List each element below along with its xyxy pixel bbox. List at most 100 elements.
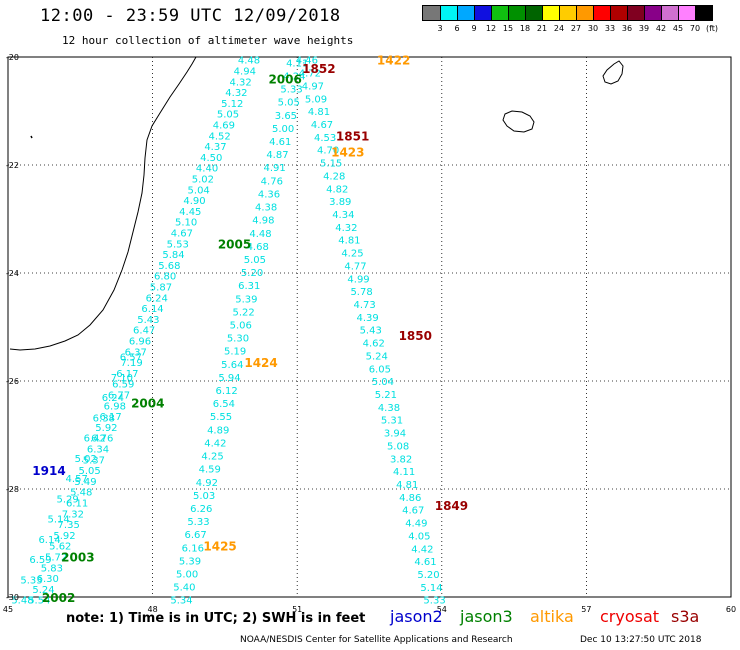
- satellite-jason3: jason3: [460, 607, 513, 626]
- swh-value: 5.04: [372, 377, 394, 388]
- swh-value: 4.59: [199, 465, 221, 476]
- swh-value: 6.42: [84, 434, 106, 445]
- swh-value: 5.00: [176, 569, 198, 580]
- swh-value: 6.26: [190, 504, 212, 515]
- pass-time-altika: 1422: [377, 54, 410, 68]
- swh-value: 4.49: [405, 519, 427, 530]
- swh-value: 4.32: [335, 223, 357, 234]
- swh-value: 4.25: [201, 452, 223, 463]
- swh-value: 6.34: [87, 445, 109, 456]
- swh-value: 5.09: [305, 94, 327, 105]
- swh-value: 5.83: [41, 563, 63, 574]
- scale-swatch: [678, 6, 695, 20]
- lat-tick-label: -24: [6, 269, 19, 278]
- swh-value: 5.12: [221, 99, 243, 110]
- swh-value: 5.24: [32, 585, 54, 596]
- scale-label: 12: [485, 24, 497, 33]
- swh-value: 7.10: [111, 373, 133, 384]
- swh-value: 4.11: [393, 467, 415, 478]
- scale-label: 18: [519, 24, 531, 33]
- scale-swatch: [508, 6, 525, 20]
- scale-swatch: [627, 6, 644, 20]
- swh-value: 4.52: [209, 131, 231, 142]
- swh-value: 4.87: [266, 150, 288, 161]
- satellite-s3a: s3a: [671, 607, 700, 626]
- swh-value: 4.73: [353, 300, 375, 311]
- pass-time-altika: 1424: [244, 356, 277, 370]
- lon-tick-label: 60: [726, 605, 736, 614]
- pass-time-jason3: 2002: [42, 591, 75, 605]
- lon-tick-label: 48: [148, 605, 158, 614]
- scale-swatch: [576, 6, 593, 20]
- footer-timestamp: Dec 10 13:27:50 UTC 2018: [580, 635, 702, 645]
- swh-value: 5.10: [175, 218, 197, 229]
- swh-value: 6.76: [91, 434, 113, 445]
- swh-value: 5.20: [417, 570, 439, 581]
- swh-value: 6.17: [116, 369, 138, 380]
- swh-value: 5.05: [79, 466, 101, 477]
- swh-value: 5.87: [150, 283, 172, 294]
- swh-value: 4.42: [204, 438, 226, 449]
- swh-value: 7.19: [120, 358, 142, 369]
- swh-value: 4.36: [258, 189, 280, 200]
- swh-value: 4.70: [317, 146, 339, 157]
- pass-time-jason3: 2003: [61, 551, 94, 565]
- swh-value: 4.67: [171, 229, 193, 240]
- swh-value: 6.98: [104, 401, 126, 412]
- swh-value: 6.11: [66, 499, 88, 510]
- swh-value: 4.48: [249, 229, 271, 240]
- scale-label: 3: [437, 24, 443, 33]
- map-frame: [7, 56, 732, 598]
- swh-value: 5.33: [187, 517, 209, 528]
- swh-value: 4.99: [347, 274, 369, 285]
- swh-value: 4.68: [247, 242, 269, 253]
- lat-tick-label: -30: [6, 593, 19, 602]
- swh-value: 4.11: [286, 58, 308, 69]
- swh-value: 5.39: [235, 294, 257, 305]
- lat-tick-label: -20: [6, 53, 19, 62]
- swh-value: 5.84: [162, 250, 184, 261]
- swh-value: 4.38: [378, 403, 400, 414]
- swh-value: 4.37: [204, 142, 226, 153]
- swh-value: 6.59: [112, 380, 134, 391]
- swh-value: 4.77: [344, 261, 366, 272]
- pass-time-altika: 1423: [331, 146, 364, 160]
- swh-value: 4.97: [302, 81, 324, 92]
- swh-value: 5.40: [173, 583, 195, 594]
- swh-value: 5.43: [137, 315, 159, 326]
- scale-label: 6: [454, 24, 460, 33]
- swh-value: 5.39: [179, 556, 201, 567]
- swh-value: 6.17: [99, 412, 121, 423]
- scale-swatch: [610, 6, 627, 20]
- scale-swatch: [474, 6, 491, 20]
- lat-tick-label: -28: [6, 485, 19, 494]
- swh-value: 5.43: [360, 326, 382, 337]
- swh-value: 4.81: [338, 236, 360, 247]
- scale-swatch: [559, 6, 576, 20]
- scale-swatch: [457, 6, 474, 20]
- swh-value: 5.08: [387, 441, 409, 452]
- scale-label: 42: [655, 24, 667, 33]
- swh-value: 4.81: [308, 107, 330, 118]
- altimeter-tracks: 6.57 7.10 6.24 6.38 6.42 5.02 4.57 5.29 5.14 6.14…: [11, 56, 445, 607]
- color-scale-bar: [422, 5, 713, 21]
- scale-label: 21: [536, 24, 548, 33]
- swh-value: 4.39: [357, 313, 379, 324]
- pass-time-jason3: 2006: [268, 73, 301, 87]
- scale-label: 33: [604, 24, 616, 33]
- pass-time-s3a: 1849: [435, 499, 468, 513]
- scale-label: 30: [587, 24, 599, 33]
- swh-value: 5.02: [75, 454, 97, 465]
- swh-value: 5.62: [49, 542, 71, 553]
- swh-value: 6.77: [108, 391, 130, 402]
- map-title: 12:00 - 23:59 UTC 12/09/2018: [40, 6, 341, 26]
- swh-value: 4.98: [252, 216, 274, 227]
- satellite-jason2: jason2: [390, 607, 443, 626]
- swh-value: 5.05: [278, 98, 300, 109]
- swh-value: 4.53: [314, 133, 336, 144]
- swh-value: 4.89: [207, 425, 229, 436]
- scale-swatch: [423, 6, 440, 20]
- swh-value: 5.29: [57, 494, 79, 505]
- swh-value: 4.28: [323, 171, 345, 182]
